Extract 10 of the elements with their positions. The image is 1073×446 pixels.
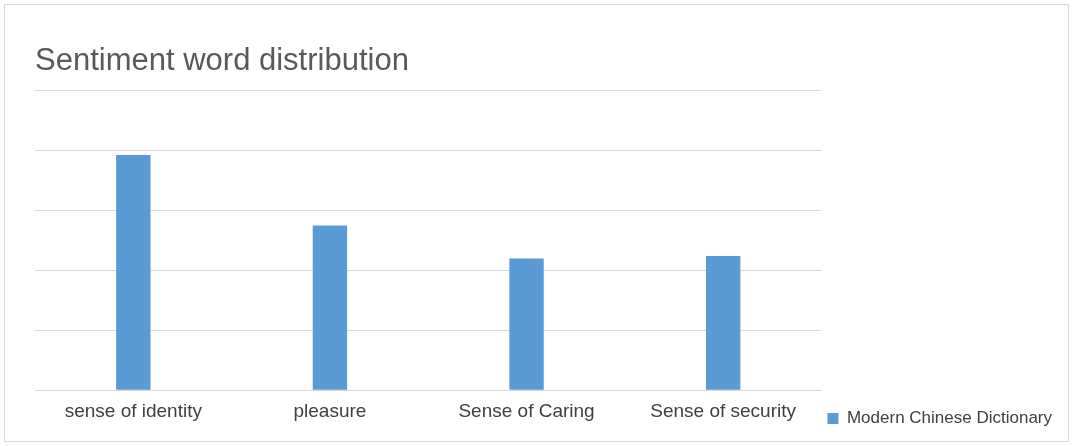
legend-label: Modern Chinese Dictionary [846, 408, 1053, 428]
bar [705, 256, 741, 390]
x-tick-label: Sense of Caring [458, 399, 595, 421]
x-tick-label: pleasure [293, 399, 367, 421]
bar [116, 154, 151, 390]
x-tick-label: Sense of security [650, 399, 797, 421]
x-tick-label: sense of identity [64, 399, 203, 421]
chart-title: Sentiment word distribution [35, 42, 409, 78]
bar [312, 225, 348, 390]
bar [509, 258, 544, 390]
